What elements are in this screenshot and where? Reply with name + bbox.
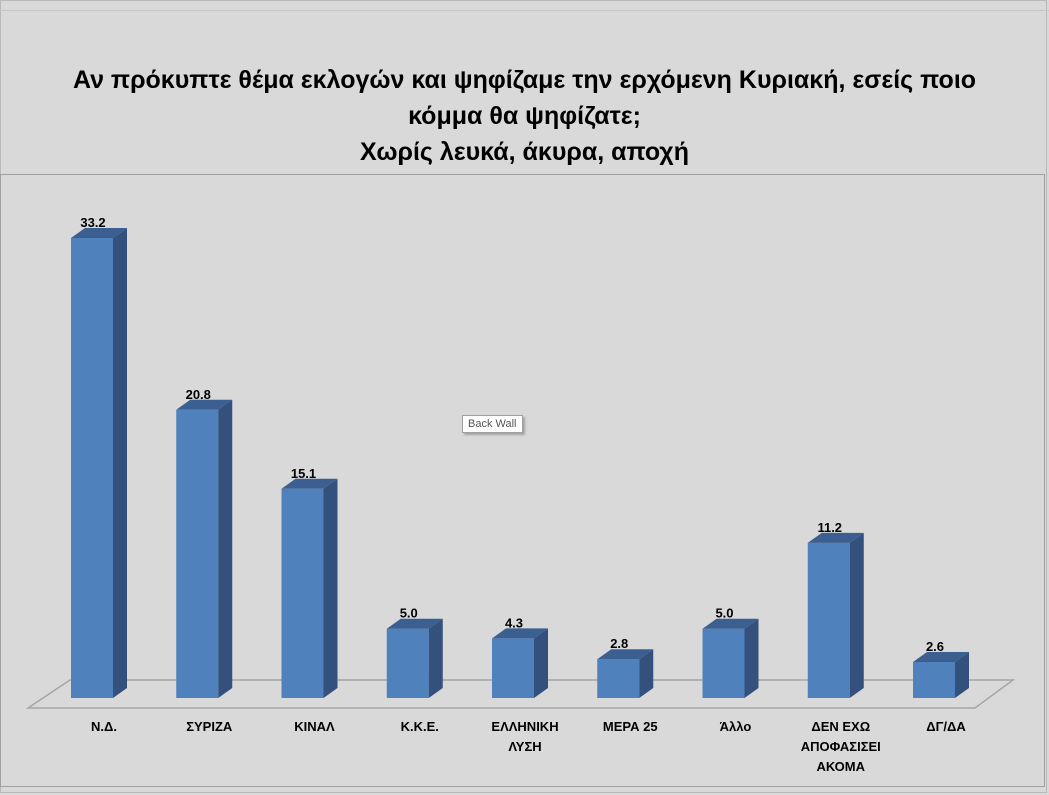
bar-top xyxy=(176,399,233,410)
bar-side xyxy=(534,628,548,698)
data-label-9: 2.6 xyxy=(926,639,944,654)
bar-side xyxy=(744,618,759,698)
bar-2[interactable] xyxy=(176,399,233,698)
bar-side xyxy=(849,532,864,698)
bar-side xyxy=(113,228,127,698)
data-label-4: 5.0 xyxy=(400,606,418,621)
category-label-line: ΔΕΝ ΕΧΩ xyxy=(811,719,871,734)
bar-front xyxy=(597,659,640,698)
category-label-6: ΜΕΡΑ 25 xyxy=(575,717,685,737)
bar-front xyxy=(913,661,955,698)
plot-area[interactable] xyxy=(0,174,1045,787)
bar-side xyxy=(218,399,233,698)
bar-top xyxy=(807,532,864,543)
back-wall-tooltip: Back Wall xyxy=(462,415,523,433)
bar-front xyxy=(492,638,534,698)
bar-front xyxy=(807,542,850,698)
category-label-line: ΔΓ/ΔΑ xyxy=(926,719,966,734)
bar-front xyxy=(702,628,745,698)
bar-5[interactable] xyxy=(492,628,548,698)
category-label-line: ΑΚΟΜΑ xyxy=(816,759,865,774)
chart-title-line-1: Αν πρόκυπτε θέμα εκλογών και ψηφίζαμε τη… xyxy=(72,66,977,94)
bar-top xyxy=(702,618,759,629)
category-label-line: ΕΛΛΗΝΙΚΗ xyxy=(491,719,559,734)
category-label-line: Άλλο xyxy=(719,719,752,734)
bar-top xyxy=(492,628,548,639)
bar-3[interactable] xyxy=(281,478,338,698)
category-label-2: ΣΥΡΙΖΑ xyxy=(154,717,264,737)
category-label-7: Άλλο xyxy=(681,717,791,737)
category-label-3: ΚΙΝΑΛ xyxy=(260,717,370,737)
category-label-line: ΑΠΟΦΑΣΙΣΕΙ xyxy=(800,739,881,754)
category-label-1: Ν.Δ. xyxy=(49,717,159,737)
category-label-8: ΔΕΝ ΕΧΩ ΑΠΟΦΑΣΙΣΕΙ ΑΚΟΜΑ xyxy=(786,717,896,777)
chart-title-line-2: κόμμα θα ψηφίζατε; xyxy=(408,102,641,130)
category-label-line: Κ.Κ.Ε. xyxy=(400,719,439,734)
bar-top xyxy=(386,618,443,629)
bar-4[interactable] xyxy=(386,618,443,698)
data-label-1: 33.2 xyxy=(80,215,105,230)
bar-front xyxy=(386,628,429,698)
bar-front xyxy=(71,238,113,698)
data-label-3: 15.1 xyxy=(291,466,316,481)
bar-7[interactable] xyxy=(702,618,759,698)
category-label-line: ΜΕΡΑ 25 xyxy=(602,719,658,734)
bar-top xyxy=(281,478,338,489)
data-label-8: 11.2 xyxy=(817,520,842,535)
data-label-2: 20.8 xyxy=(186,387,211,402)
category-label-line: ΣΥΡΙΖΑ xyxy=(186,719,233,734)
chart-title: Αν πρόκυπτε θέμα εκλογών και ψηφίζαμε τη… xyxy=(0,62,1049,170)
bar-side xyxy=(428,618,443,698)
bar-1[interactable] xyxy=(71,228,127,698)
category-label-9: ΔΓ/ΔΑ xyxy=(891,717,1001,737)
bar-side xyxy=(955,651,969,698)
top-border xyxy=(0,10,1049,11)
bar-top xyxy=(71,228,127,238)
category-label-4: Κ.Κ.Ε. xyxy=(365,717,475,737)
data-label-6: 2.8 xyxy=(610,636,628,651)
bar-side xyxy=(639,649,654,698)
category-label-line: ΚΙΝΑΛ xyxy=(294,719,335,734)
bar-6[interactable] xyxy=(597,649,654,698)
data-label-5: 4.3 xyxy=(505,615,523,630)
category-label-5: ΕΛΛΗΝΙΚΗ ΛΥΣΗ xyxy=(470,717,580,757)
category-label-line: ΛΥΣΗ xyxy=(508,739,542,754)
data-label-7: 5.0 xyxy=(715,606,733,621)
bar-side xyxy=(323,478,338,698)
chart-title-line-3: Χωρίς λευκά, άκυρα, αποχή xyxy=(360,138,689,166)
category-label-line: Ν.Δ. xyxy=(91,719,117,734)
bar-8[interactable] xyxy=(807,532,864,698)
bar-top xyxy=(597,649,654,660)
bar-9[interactable] xyxy=(913,651,969,698)
chart-floor xyxy=(25,679,1016,709)
bar-top xyxy=(913,651,969,662)
bar-front xyxy=(281,488,324,698)
bar-front xyxy=(176,409,219,698)
